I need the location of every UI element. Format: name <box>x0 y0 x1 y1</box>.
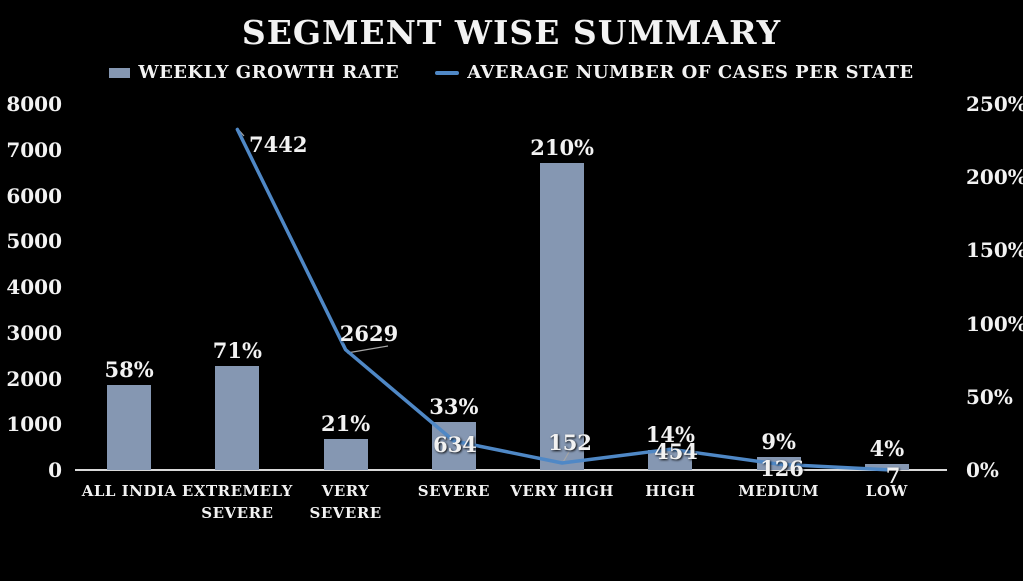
line-value-label: 634 <box>433 432 477 457</box>
bar-value-label: 4% <box>869 436 905 462</box>
legend-label-average-cases: AVERAGE NUMBER OF CASES PER STATE <box>467 62 914 83</box>
line-value-label: 126 <box>760 456 804 481</box>
right-axis-tick: 200% <box>966 165 1023 190</box>
left-axis-tick: 4000 <box>6 275 62 299</box>
line-value-label: 7 <box>885 463 901 488</box>
category-label-low: LOW <box>865 482 908 500</box>
legend-label-weekly-growth-rate: WEEKLY GROWTH RATE <box>138 62 400 83</box>
legend-item-weekly-growth-rate: WEEKLY GROWTH RATE <box>109 62 399 83</box>
label-leader-line <box>236 127 245 137</box>
right-axis-tick: 50% <box>966 384 1013 409</box>
right-axis-tick: 250% <box>966 92 1023 116</box>
category-label-line2: SEVERE <box>309 504 382 522</box>
bar-value-label: 210% <box>530 134 595 160</box>
left-axis-tick: 0 <box>48 458 62 482</box>
bar-extremely-severe <box>215 366 260 470</box>
left-axis-tick: 6000 <box>6 183 62 208</box>
category-label-severe: SEVERE <box>417 482 490 500</box>
right-axis-tick: 0% <box>966 458 999 482</box>
category-label-medium: MEDIUM <box>738 482 819 500</box>
left-axis-tick: 2000 <box>6 366 62 391</box>
bar-value-label: 71% <box>212 338 262 364</box>
left-axis-tick: 1000 <box>6 412 62 437</box>
right-axis-tick: 150% <box>966 238 1023 263</box>
category-label-extremely-severe: EXTREMELY SEVERE <box>172 480 302 524</box>
category-label-very-severe: VERY SEVERE <box>281 480 411 524</box>
bar-series-swatch-icon <box>109 67 131 78</box>
bar-value-label: 21% <box>321 411 371 437</box>
line-series-swatch-icon <box>435 70 460 75</box>
category-label-very-high: VERY HIGH <box>510 482 614 500</box>
bar-value-label: 9% <box>761 428 796 454</box>
right-axis-tick: 100% <box>966 311 1023 336</box>
line-value-label: 454 <box>654 439 698 464</box>
left-axis-tick: 7000 <box>6 137 62 162</box>
left-axis-tick: 3000 <box>6 320 62 345</box>
bar-very-high <box>540 162 585 470</box>
line-value-label: 2629 <box>339 321 399 346</box>
label-leader-line <box>346 345 389 354</box>
left-axis-tick: 5000 <box>6 229 62 254</box>
legend-item-average-cases: AVERAGE NUMBER OF CASES PER STATE <box>435 62 913 83</box>
bar-value-label: 33% <box>429 393 479 419</box>
chart-title: SEGMENT WISE SUMMARY <box>241 13 782 52</box>
bar-value-label: 58% <box>104 357 154 383</box>
category-label-all-india: ALL INDIA <box>81 482 177 500</box>
category-label-line1: VERY <box>321 482 370 500</box>
category-label-line1: EXTREMELY <box>181 482 293 500</box>
bar-very-severe <box>323 439 368 470</box>
line-value-label: 152 <box>548 430 592 455</box>
category-label-high: HIGH <box>645 482 696 500</box>
category-label-line2: SEVERE <box>201 504 274 522</box>
line-value-label: 7442 <box>249 132 308 157</box>
left-axis-tick: 8000 <box>6 92 62 116</box>
bar-all-india <box>107 385 152 470</box>
legend: WEEKLY GROWTH RATE AVERAGE NUMBER OF CAS… <box>0 62 1023 83</box>
